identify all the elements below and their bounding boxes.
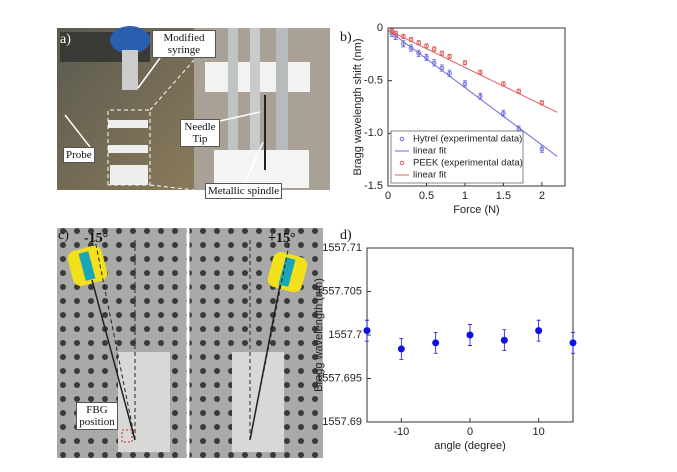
legend-swatch	[399, 136, 405, 142]
x-tick-label: 1	[462, 190, 468, 202]
marker	[439, 50, 445, 56]
panel-label: d)	[340, 228, 352, 243]
y-tick-label: 0	[377, 22, 383, 34]
legend-swatch	[399, 160, 405, 166]
annotation: Probe	[63, 147, 95, 163]
y-tick-label: 1557.7	[328, 329, 362, 341]
marker	[501, 111, 506, 116]
annotation: Needle Tip	[180, 119, 220, 147]
marker	[424, 43, 429, 49]
y-tick-label: -1.5	[364, 180, 383, 192]
marker	[535, 327, 543, 335]
y-axis-label: Bragg wavelength shift (nm)	[352, 39, 364, 176]
marker	[500, 336, 508, 344]
x-axis-label: angle (degree)	[434, 440, 506, 452]
marker	[478, 94, 483, 99]
marker	[408, 45, 414, 51]
marker	[462, 81, 468, 87]
marker	[447, 54, 452, 59]
annotation: FBG position	[76, 402, 118, 430]
x-tick-label: 1.5	[496, 190, 511, 202]
legend-label: Hytrel (experimental data)	[413, 134, 522, 145]
y-tick-label: 1557.71	[322, 242, 362, 254]
y-tick-label: -1.0	[364, 127, 383, 139]
x-tick-label: 10	[533, 426, 545, 438]
x-tick-label: 0.5	[419, 190, 434, 202]
marker	[462, 60, 468, 66]
marker	[539, 146, 545, 152]
legend-label: linear fit	[413, 170, 447, 181]
legend-box	[390, 130, 524, 184]
fit-line	[387, 29, 558, 113]
marker	[478, 69, 483, 75]
legend-label: linear fit	[413, 146, 447, 157]
y-tick-label: 1557.705	[316, 285, 362, 297]
angle-label: -15°	[84, 231, 109, 246]
fit-line	[387, 29, 558, 157]
panel-label: c)	[58, 228, 69, 243]
x-axis-label: Force (N)	[453, 204, 499, 216]
marker	[397, 345, 405, 353]
annotation: Metallic spindle	[205, 183, 283, 199]
y-tick-label: -0.5	[364, 75, 383, 87]
marker	[569, 339, 577, 347]
marker	[416, 50, 422, 56]
marker	[447, 70, 452, 76]
y-tick-label: 1557.69	[322, 416, 362, 428]
legend-label: PEEK (experimental data)	[413, 158, 523, 169]
panel-label: a)	[60, 32, 71, 47]
marker	[432, 339, 440, 347]
angle-label: +15°	[268, 231, 296, 246]
marker	[466, 331, 474, 339]
x-tick-label: 0	[385, 190, 391, 202]
plot-frame	[387, 27, 566, 187]
y-axis-label: Bragg wavelength (nm)	[313, 278, 325, 392]
marker	[431, 46, 437, 52]
panel-label: b)	[340, 30, 352, 45]
marker	[516, 88, 522, 94]
y-tick-label: 1557.695	[316, 372, 362, 384]
marker	[363, 327, 371, 335]
x-tick-label: 0	[467, 426, 473, 438]
annotation: Modified syringe	[152, 30, 216, 58]
x-tick-label: 2	[539, 190, 545, 202]
x-tick-label: -10	[393, 426, 409, 438]
